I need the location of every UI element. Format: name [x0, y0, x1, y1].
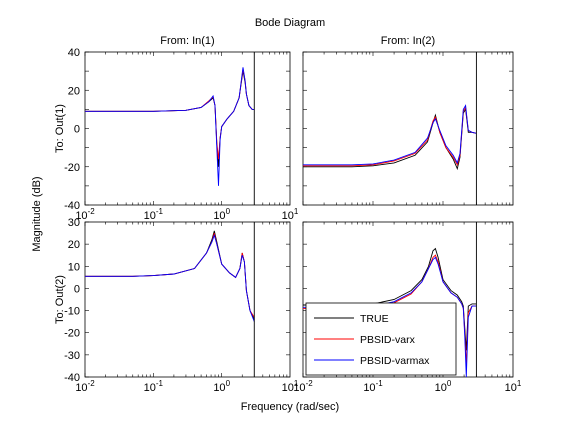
figure-title: Bode Diagram — [255, 17, 325, 29]
series-pbsid-varmax — [85, 233, 255, 322]
axes-frame — [84, 51, 291, 206]
panel-in2-out1: From: In(2) — [302, 35, 514, 206]
y-tick-label: 0 — [74, 124, 80, 136]
y-tick-label: -20 — [64, 328, 80, 340]
x-tick-label: 10-2 — [293, 379, 313, 394]
series-pbsid-varmax — [303, 256, 477, 377]
legend-label: PBSID-varx — [360, 334, 416, 346]
x-tick-label: 10-1 — [144, 379, 164, 394]
column-title: From: In(2) — [381, 35, 435, 47]
y-tick-label: -10 — [64, 306, 80, 318]
column-title: From: In(1) — [160, 35, 214, 47]
y-tick-label: 40 — [68, 47, 80, 59]
y-tick-label: -30 — [64, 350, 80, 362]
x-tick-label: 100 — [213, 207, 230, 222]
x-tick-label: 100 — [435, 379, 452, 394]
y-tick-label: 30 — [68, 217, 80, 229]
x-tick-label: 10-1 — [144, 207, 164, 222]
x-axis-label: Frequency (rad/sec) — [241, 401, 339, 413]
y-tick-label: -20 — [64, 162, 80, 174]
x-tick-label: 10-1 — [363, 379, 383, 394]
legend: TRUE PBSID-varx PBSID-varmax — [305, 302, 457, 376]
y-axis-label: Magnitude (dB) — [31, 176, 43, 251]
y-tick-label: 20 — [68, 85, 80, 97]
x-tick-label: 101 — [505, 379, 522, 394]
series-pbsid-varmax — [303, 104, 477, 166]
axes-frame — [302, 51, 514, 206]
legend-label: PBSID-varmax — [360, 355, 430, 367]
y-tick-label: 10 — [68, 261, 80, 273]
x-tick-label: 10-2 — [75, 207, 95, 222]
y-tick-label: 20 — [68, 239, 80, 251]
x-tick-label: 100 — [213, 379, 230, 394]
x-tick-label: 101 — [282, 379, 299, 394]
y-tick-label: -40 — [64, 372, 80, 384]
y-tick-label: -40 — [64, 200, 80, 212]
legend-label: TRUE — [360, 313, 389, 325]
row-title: To: Out(1) — [54, 104, 66, 153]
y-tick-label: 0 — [74, 283, 80, 295]
series-true — [303, 247, 477, 351]
axes-frame — [84, 221, 291, 378]
row-title: To: Out(2) — [54, 275, 66, 324]
x-tick-label: 101 — [282, 207, 299, 222]
x-tick-label: 10-2 — [75, 379, 95, 394]
series-pbsid-varmax — [85, 67, 255, 186]
